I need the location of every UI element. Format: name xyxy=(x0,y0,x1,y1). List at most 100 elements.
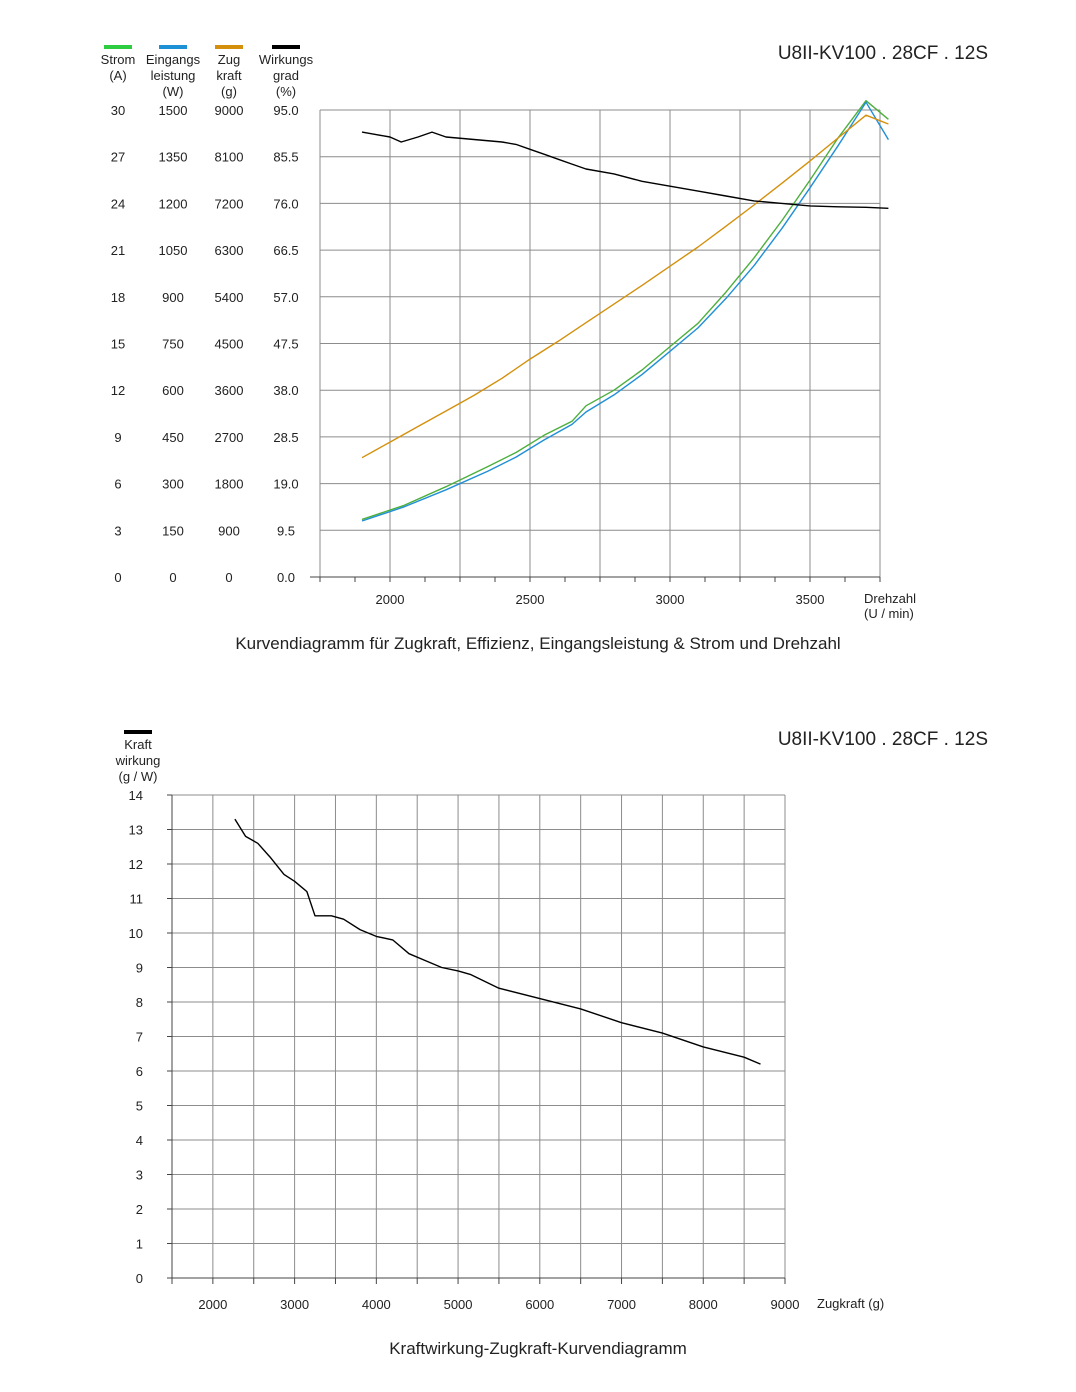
chart1-y-tick-strom: 21 xyxy=(111,243,125,258)
chart1-y-tick-wirkungsgrad: 28.5 xyxy=(273,430,298,445)
chart1-y-tick-strom: 15 xyxy=(111,337,125,352)
chart2-y-tick-label: 10 xyxy=(129,926,143,941)
chart2-x-tick-label: 6000 xyxy=(525,1297,554,1312)
chart2-y-axis-label: wirkung xyxy=(115,753,161,768)
chart1-y-tick-leistung: 300 xyxy=(162,477,184,492)
chart1-y-tick-strom: 18 xyxy=(111,290,125,305)
chart1-y-tick-strom: 0 xyxy=(114,570,121,585)
chart1-y-tick-leistung: 750 xyxy=(162,337,184,352)
chart1-legend-label-wirkungsgrad: Wirkungs xyxy=(259,52,314,67)
chart1-legend-swatch-strom xyxy=(104,45,132,49)
chart1-x-tick-label: 3000 xyxy=(656,592,685,607)
chart1-y-tick-zugkraft: 3600 xyxy=(215,383,244,398)
chart1-legend-label-zugkraft: (g) xyxy=(221,84,237,99)
chart2-x-tick-label: 2000 xyxy=(198,1297,227,1312)
chart1-x-tick-label: 2500 xyxy=(516,592,545,607)
chart2-y-tick-label: 8 xyxy=(136,995,143,1010)
chart1-legend-label-zugkraft: kraft xyxy=(216,68,242,83)
chart2-y-tick-label: 14 xyxy=(129,788,143,803)
chart1-y-tick-zugkraft: 8100 xyxy=(215,150,244,165)
chart1-legend-label-strom: Strom xyxy=(101,52,136,67)
chart1-y-tick-leistung: 150 xyxy=(162,523,184,538)
chart2-x-axis-label: Zugkraft (g) xyxy=(817,1296,884,1311)
chart1-y-tick-zugkraft: 7200 xyxy=(215,196,244,211)
chart1-y-tick-strom: 9 xyxy=(114,430,121,445)
chart1-y-tick-leistung: 900 xyxy=(162,290,184,305)
chart1-y-tick-leistung: 450 xyxy=(162,430,184,445)
chart1-y-tick-zugkraft: 2700 xyxy=(215,430,244,445)
chart2-y-tick-label: 13 xyxy=(129,823,143,838)
chart1-y-tick-zugkraft: 4500 xyxy=(215,337,244,352)
chart1-y-tick-strom: 30 xyxy=(111,103,125,118)
chart1-legend-swatch-wirkungsgrad xyxy=(272,45,300,49)
chart1-y-tick-wirkungsgrad: 57.0 xyxy=(273,290,298,305)
chart2-x-tick-label: 3000 xyxy=(280,1297,309,1312)
chart1-y-tick-leistung: 1200 xyxy=(159,196,188,211)
chart2-y-tick-label: 6 xyxy=(136,1064,143,1079)
chart1-x-tick-label: 3500 xyxy=(796,592,825,607)
chart1-y-tick-strom: 12 xyxy=(111,383,125,398)
chart1-y-tick-wirkungsgrad: 66.5 xyxy=(273,243,298,258)
chart2-x-tick-label: 8000 xyxy=(689,1297,718,1312)
chart1-y-tick-zugkraft: 9000 xyxy=(215,103,244,118)
chart2-x-tick-label: 4000 xyxy=(362,1297,391,1312)
chart2-y-axis-label: (g / W) xyxy=(119,769,158,784)
chart1-y-tick-zugkraft: 5400 xyxy=(215,290,244,305)
chart2-x-tick-label: 9000 xyxy=(771,1297,800,1312)
chart1-series-line-strom xyxy=(361,99,889,521)
chart1-y-tick-strom: 24 xyxy=(111,196,125,211)
chart1-model-title: U8II-KV100 . 28CF . 12S xyxy=(778,43,988,64)
chart1-y-tick-leistung: 1500 xyxy=(159,103,188,118)
chart1-y-tick-strom: 3 xyxy=(114,523,121,538)
chart1-grid xyxy=(319,109,881,578)
chart2-y-tick-label: 0 xyxy=(136,1271,143,1286)
chart2-y-tick-label: 5 xyxy=(136,1099,143,1114)
chart1-y-tick-wirkungsgrad: 38.0 xyxy=(273,383,298,398)
chart-drehzahl: U8II-KV100 . 28CF . 12S Kurvendiagramm f… xyxy=(101,43,988,653)
chart2-x-tick-label: 5000 xyxy=(444,1297,473,1312)
chart1-x-axis-label: Drehzahl xyxy=(864,591,916,606)
chart1-y-tick-leistung: 0 xyxy=(169,570,176,585)
chart2-y-tick-label: 2 xyxy=(136,1202,143,1217)
chart1-legend-label-zugkraft: Zug xyxy=(218,52,240,67)
chart1-y-tick-leistung: 1050 xyxy=(159,243,188,258)
chart2-y-tick-label: 9 xyxy=(136,961,143,976)
chart1-y-tick-wirkungsgrad: 95.0 xyxy=(273,103,298,118)
chart1-y-tick-zugkraft: 1800 xyxy=(215,477,244,492)
chart2-y-tick-label: 3 xyxy=(136,1168,143,1183)
chart2-y-tick-label: 4 xyxy=(136,1133,143,1148)
chart1-caption: Kurvendiagramm für Zugkraft, Effizienz, … xyxy=(235,634,840,653)
chart1-legend-label-leistung: Eingangs xyxy=(146,52,201,67)
chart1-legend-label-strom: (A) xyxy=(109,68,126,83)
chart2-caption: Kraftwirkung-Zugkraft-Kurvendiagramm xyxy=(389,1339,687,1358)
chart1-y-tick-zugkraft: 0 xyxy=(225,570,232,585)
chart1-y-tick-wirkungsgrad: 9.5 xyxy=(277,523,295,538)
chart1-y-tick-zugkraft: 900 xyxy=(218,523,240,538)
chart1-y-tick-strom: 27 xyxy=(111,150,125,165)
chart1-x-tick-label: 2000 xyxy=(376,592,405,607)
chart2-grid xyxy=(171,794,786,1279)
chart1-y-tick-strom: 6 xyxy=(114,477,121,492)
chart1-y-tick-leistung: 1350 xyxy=(159,150,188,165)
chart2-model-title: U8II-KV100 . 28CF . 12S xyxy=(778,729,988,750)
chart1-y-tick-wirkungsgrad: 76.0 xyxy=(273,196,298,211)
chart2-x-tick-label: 7000 xyxy=(607,1297,636,1312)
chart1-y-tick-zugkraft: 6300 xyxy=(215,243,244,258)
chart1-legend-label-wirkungsgrad: (%) xyxy=(276,84,296,99)
chart1-legend-label-wirkungsgrad: grad xyxy=(273,68,299,83)
chart1-y-tick-leistung: 600 xyxy=(162,383,184,398)
chart2-y-tick-label: 12 xyxy=(129,857,143,872)
chart1-legend-swatch-leistung xyxy=(159,45,187,49)
chart1-y-tick-wirkungsgrad: 85.5 xyxy=(273,150,298,165)
chart1-legend-label-leistung: (W) xyxy=(163,84,184,99)
chart1-y-tick-wirkungsgrad: 19.0 xyxy=(273,477,298,492)
chart1-legend-swatch-zugkraft xyxy=(215,45,243,49)
chart1-x-axis-unit: (U / min) xyxy=(864,606,914,621)
chart2-legend-swatch xyxy=(124,730,152,734)
chart2-y-tick-label: 7 xyxy=(136,1030,143,1045)
chart1-y-tick-wirkungsgrad: 0.0 xyxy=(277,570,295,585)
chart1-series-line-wirkungsgrad xyxy=(361,131,889,209)
chart1-y-tick-wirkungsgrad: 47.5 xyxy=(273,337,298,352)
chart2-y-tick-label: 1 xyxy=(136,1237,143,1252)
